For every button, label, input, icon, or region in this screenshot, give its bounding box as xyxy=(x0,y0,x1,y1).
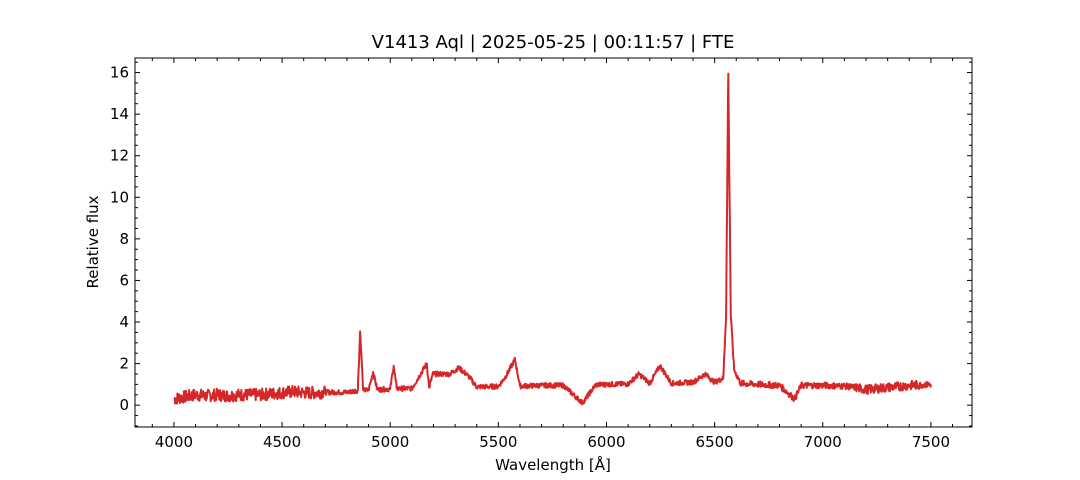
y-tick-label: 2 xyxy=(119,355,129,373)
x-tick-label: 5000 xyxy=(371,433,409,451)
x-tick-label: 7500 xyxy=(912,433,950,451)
spectrum-series-line xyxy=(173,72,932,406)
chart-title: V1413 Aql | 2025-05-25 | 00:11:57 | FTE xyxy=(372,32,735,53)
x-tick-label: 4000 xyxy=(155,433,193,451)
x-tick-label: 6000 xyxy=(587,433,625,451)
y-tick-label: 4 xyxy=(119,313,129,331)
y-tick-label: 16 xyxy=(110,64,129,82)
y-axis-label: Relative flux xyxy=(84,195,102,288)
x-tick-label: 6500 xyxy=(696,433,734,451)
plot-frame xyxy=(134,57,973,428)
y-tick-label: 0 xyxy=(119,396,129,414)
x-tick-label: 5500 xyxy=(479,433,517,451)
y-tick-label: 14 xyxy=(110,105,129,123)
plot-area xyxy=(134,57,973,428)
x-axis-ticks: 4000 4500 5000 5500 6000 6500 7000 7500 xyxy=(151,58,954,451)
y-tick-label: 6 xyxy=(119,271,129,289)
y-tick-label: 10 xyxy=(110,188,129,206)
x-axis-label: Wavelength [Å] xyxy=(495,455,611,474)
y-axis-ticks: 0 2 4 6 8 10 12 14 16 xyxy=(110,61,972,427)
x-tick-label: 7000 xyxy=(804,433,842,451)
y-tick-label: 8 xyxy=(119,230,129,248)
y-tick-label: 12 xyxy=(110,147,129,165)
x-tick-label: 4500 xyxy=(263,433,301,451)
